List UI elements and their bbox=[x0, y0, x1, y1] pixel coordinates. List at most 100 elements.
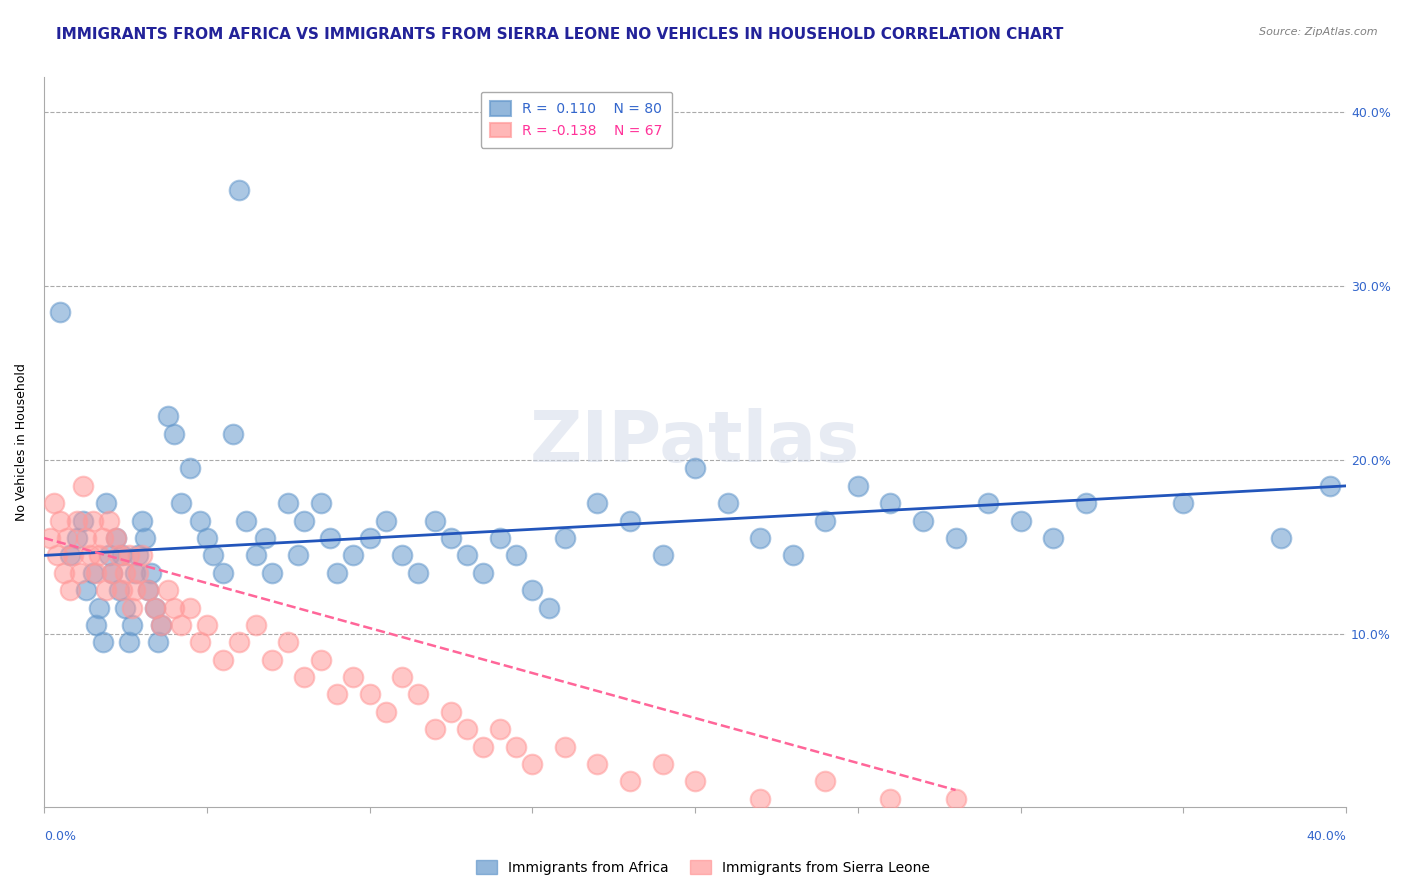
Point bbox=[108, 549, 131, 563]
Point bbox=[150, 618, 173, 632]
Point bbox=[146, 635, 169, 649]
Point bbox=[683, 461, 706, 475]
Point bbox=[294, 670, 316, 684]
Y-axis label: No Vehicles in Household: No Vehicles in Household bbox=[15, 363, 28, 521]
Point bbox=[945, 791, 967, 805]
Point bbox=[619, 774, 641, 789]
Point bbox=[82, 566, 104, 580]
Point bbox=[195, 531, 218, 545]
Point bbox=[814, 774, 837, 789]
Point bbox=[1173, 496, 1195, 510]
Point bbox=[136, 583, 159, 598]
Point bbox=[1319, 479, 1341, 493]
Point bbox=[156, 583, 179, 598]
Point bbox=[245, 618, 267, 632]
Point bbox=[111, 583, 134, 598]
Point bbox=[782, 549, 804, 563]
Point bbox=[619, 514, 641, 528]
Point bbox=[188, 514, 211, 528]
Point bbox=[65, 531, 87, 545]
Point bbox=[235, 514, 257, 528]
Point bbox=[72, 479, 94, 493]
Point bbox=[163, 600, 186, 615]
Point bbox=[749, 791, 772, 805]
Point bbox=[522, 756, 544, 771]
Point bbox=[65, 514, 87, 528]
Point bbox=[472, 566, 495, 580]
Point bbox=[945, 531, 967, 545]
Point bbox=[143, 600, 166, 615]
Point bbox=[456, 549, 478, 563]
Point bbox=[1270, 531, 1292, 545]
Point bbox=[59, 549, 82, 563]
Point bbox=[111, 549, 134, 563]
Point bbox=[391, 549, 413, 563]
Point bbox=[586, 756, 609, 771]
Point bbox=[554, 739, 576, 754]
Point bbox=[131, 549, 153, 563]
Point bbox=[294, 514, 316, 528]
Text: Source: ZipAtlas.com: Source: ZipAtlas.com bbox=[1260, 27, 1378, 37]
Point bbox=[89, 600, 111, 615]
Point bbox=[84, 618, 107, 632]
Point bbox=[104, 531, 127, 545]
Text: 0.0%: 0.0% bbox=[44, 830, 76, 843]
Point bbox=[52, 566, 75, 580]
Text: ZIPatlas: ZIPatlas bbox=[530, 408, 860, 477]
Point bbox=[79, 549, 101, 563]
Point bbox=[408, 566, 430, 580]
Point bbox=[342, 549, 364, 563]
Point bbox=[150, 618, 173, 632]
Point bbox=[91, 531, 114, 545]
Point bbox=[89, 549, 111, 563]
Point bbox=[75, 531, 97, 545]
Legend: R =  0.110    N = 80, R = -0.138    N = 67: R = 0.110 N = 80, R = -0.138 N = 67 bbox=[481, 92, 672, 148]
Point bbox=[114, 600, 136, 615]
Point bbox=[104, 531, 127, 545]
Point bbox=[309, 496, 332, 510]
Point bbox=[39, 531, 62, 545]
Point bbox=[683, 774, 706, 789]
Point bbox=[554, 531, 576, 545]
Point bbox=[94, 583, 117, 598]
Point bbox=[98, 549, 121, 563]
Point bbox=[374, 705, 396, 719]
Legend: Immigrants from Africa, Immigrants from Sierra Leone: Immigrants from Africa, Immigrants from … bbox=[471, 855, 935, 880]
Point bbox=[121, 618, 143, 632]
Point bbox=[651, 549, 673, 563]
Point bbox=[131, 514, 153, 528]
Point bbox=[163, 426, 186, 441]
Point bbox=[423, 722, 446, 736]
Point bbox=[423, 514, 446, 528]
Point bbox=[359, 688, 381, 702]
Point bbox=[127, 549, 149, 563]
Point bbox=[117, 635, 139, 649]
Point bbox=[326, 688, 349, 702]
Point bbox=[488, 722, 510, 736]
Point bbox=[260, 653, 283, 667]
Point bbox=[75, 583, 97, 598]
Point bbox=[586, 496, 609, 510]
Point bbox=[505, 739, 527, 754]
Point bbox=[342, 670, 364, 684]
Point bbox=[91, 635, 114, 649]
Point bbox=[1042, 531, 1064, 545]
Point bbox=[62, 549, 84, 563]
Point bbox=[440, 531, 463, 545]
Point bbox=[260, 566, 283, 580]
Point bbox=[814, 514, 837, 528]
Point bbox=[1074, 496, 1097, 510]
Point bbox=[717, 496, 740, 510]
Point bbox=[59, 583, 82, 598]
Point bbox=[117, 549, 139, 563]
Point bbox=[228, 635, 250, 649]
Point bbox=[42, 496, 65, 510]
Point bbox=[391, 670, 413, 684]
Point bbox=[121, 600, 143, 615]
Point bbox=[101, 566, 124, 580]
Point bbox=[136, 583, 159, 598]
Point bbox=[505, 549, 527, 563]
Point bbox=[202, 549, 225, 563]
Point bbox=[143, 600, 166, 615]
Point bbox=[84, 566, 107, 580]
